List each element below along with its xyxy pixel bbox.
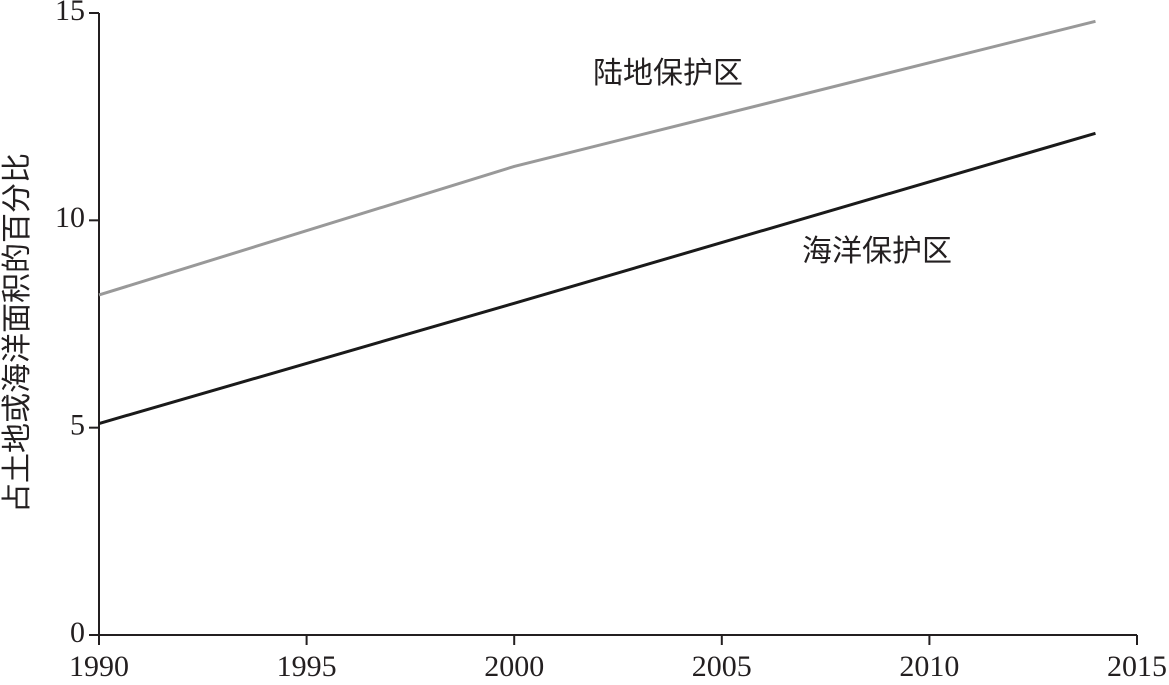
y-axis-label: 占土地或海洋面积的百分比 <box>1 153 34 513</box>
series-label: 陆地保护区 <box>593 57 743 90</box>
series-label: 海洋保护区 <box>802 235 952 268</box>
x-tick-label: 1995 <box>277 650 337 683</box>
series-line <box>98 19 1096 297</box>
y-tick-label: 5 <box>70 409 85 442</box>
x-tick-label: 2000 <box>484 650 544 683</box>
y-tick-label: 10 <box>55 201 85 234</box>
x-tick-label: 1990 <box>69 650 129 683</box>
series-line <box>98 131 1096 425</box>
x-tick-label: 2010 <box>899 650 959 683</box>
x-tick-label: 2005 <box>692 650 752 683</box>
x-tick-label: 2015 <box>1107 650 1167 683</box>
y-tick-label: 15 <box>55 0 85 27</box>
y-tick-label: 0 <box>70 616 85 649</box>
